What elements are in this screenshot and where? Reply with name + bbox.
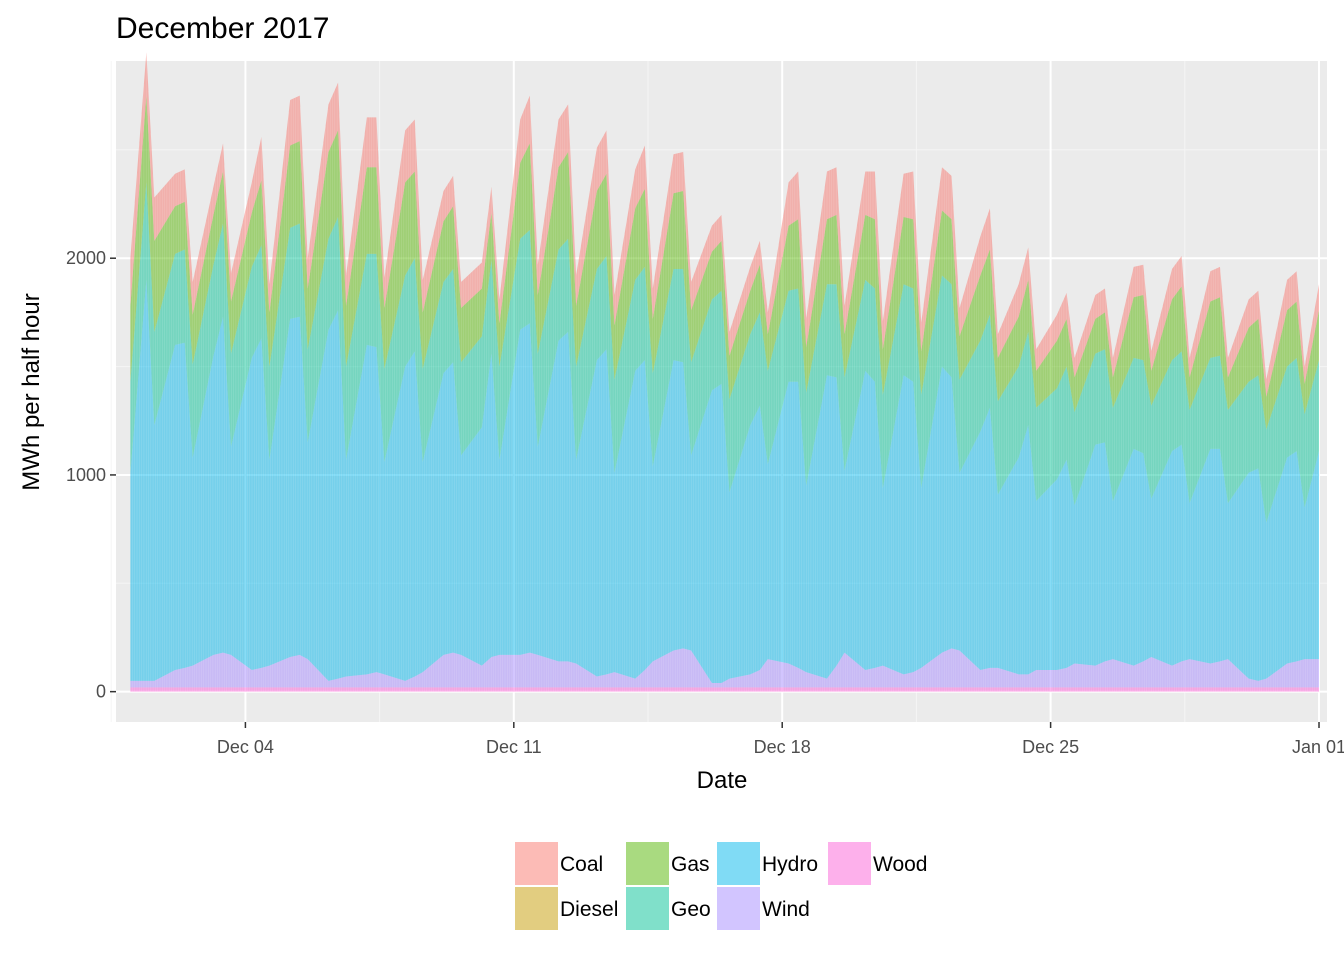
legend-label-coal: Coal bbox=[560, 853, 603, 876]
legend-label-wood: Wood bbox=[873, 853, 927, 876]
x-tick-label: Dec 04 bbox=[217, 737, 274, 757]
half-hour-bar-texture bbox=[132, 54, 1318, 692]
y-tick-label: 1000 bbox=[66, 465, 106, 485]
area-wind bbox=[130, 648, 1320, 688]
y-tick-label: 2000 bbox=[66, 248, 106, 268]
x-axis-label: Date bbox=[697, 767, 748, 794]
x-tick-label: Dec 18 bbox=[754, 737, 811, 757]
legend-label-gas: Gas bbox=[671, 853, 710, 876]
y-axis: 0 1000 2000 bbox=[66, 248, 116, 702]
x-tick-label: Jan 01 bbox=[1292, 737, 1344, 757]
area-gas bbox=[130, 95, 1320, 430]
legend-label-diesel: Diesel bbox=[560, 898, 618, 921]
legend-key-wood bbox=[828, 842, 871, 885]
y-tick-label: 0 bbox=[96, 682, 106, 702]
legend-key-hydro bbox=[717, 842, 760, 885]
legend-key-geo bbox=[626, 887, 669, 930]
legend-key-coal bbox=[515, 842, 558, 885]
legend-key-diesel bbox=[515, 887, 558, 930]
area-wood bbox=[130, 687, 1320, 692]
area-hydro bbox=[130, 279, 1320, 683]
legend-key-wind bbox=[717, 887, 760, 930]
stacked-areas bbox=[130, 52, 1320, 692]
x-tick-label: Dec 11 bbox=[486, 737, 542, 757]
legend: Coal Diesel Gas Geo Hydro Wind Wood bbox=[515, 842, 927, 930]
area-geo bbox=[130, 182, 1320, 523]
x-axis: Dec 04 Dec 11 Dec 18 Dec 25 Jan 01 bbox=[217, 722, 1344, 757]
chart-title: December 2017 bbox=[116, 12, 329, 45]
legend-label-wind: Wind bbox=[762, 898, 810, 921]
y-axis-label: MWh per half hour bbox=[18, 293, 45, 490]
legend-label-geo: Geo bbox=[671, 898, 711, 921]
x-tick-label: Dec 25 bbox=[1022, 737, 1079, 757]
bar-texture bbox=[132, 54, 1318, 692]
legend-label-hydro: Hydro bbox=[762, 853, 818, 876]
legend-key-gas bbox=[626, 842, 669, 885]
